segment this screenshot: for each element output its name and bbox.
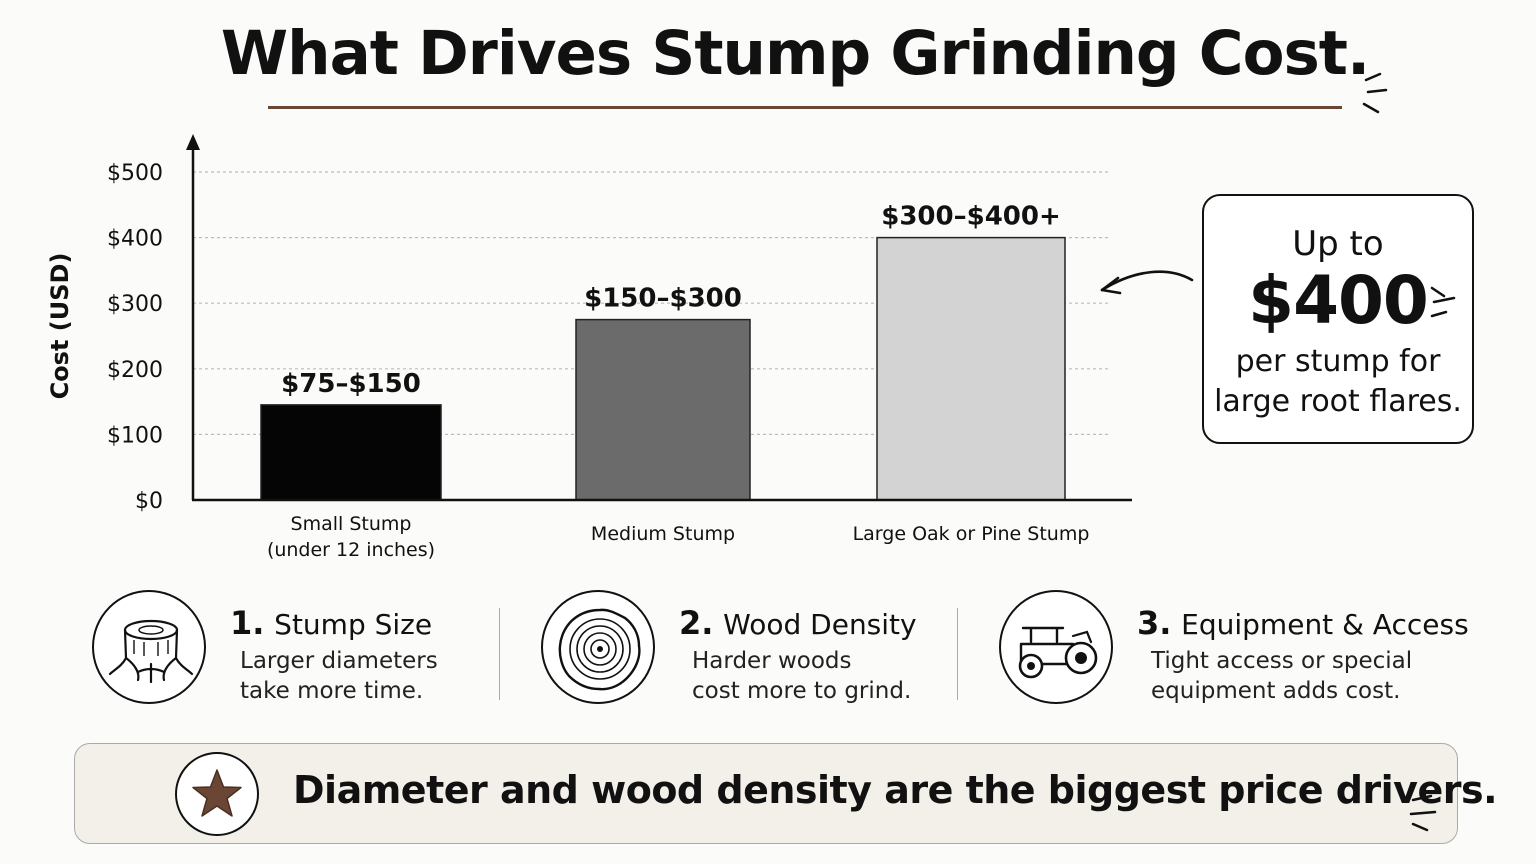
y-tick-label: $500	[107, 161, 163, 186]
y-tick-label: $200	[107, 358, 163, 383]
callout-up-to: Up to	[1292, 224, 1384, 264]
factor-1-number: 1.	[230, 604, 265, 642]
factor-2-title: 2. Wood Density	[679, 604, 917, 642]
key-takeaway-banner: Diameter and wood density are the bigges…	[74, 743, 1498, 844]
x-tick-label: Small Stump	[291, 513, 412, 535]
callout-line-2: per stump for	[1235, 344, 1441, 379]
factor-1-description: Larger diameters take more time.	[240, 646, 438, 706]
factor-1-desc-line-2: take more time.	[240, 678, 424, 704]
bar	[260, 404, 442, 501]
factor-2-number: 2.	[679, 604, 714, 642]
y-tick-label: $300	[107, 292, 163, 317]
y-axis-arrow	[186, 134, 200, 150]
callout-line-3: large root flares.	[1214, 384, 1462, 419]
star-icon	[175, 752, 259, 836]
bar	[575, 318, 751, 501]
factor-3-title: 3. Equipment & Access	[1137, 604, 1469, 642]
factor-1-title: 1. Stump Size	[230, 604, 432, 642]
banner-text: Diameter and wood density are the bigges…	[293, 768, 1498, 812]
title-spark-icon	[1362, 72, 1388, 114]
page-title: What Drives Stump Grinding Cost.	[220, 18, 1370, 89]
grinder-machine-icon	[999, 590, 1113, 704]
x-tick-label: Medium Stump	[591, 523, 735, 545]
x-tick-label: (under 12 inches)	[267, 539, 435, 561]
title-underline	[268, 106, 1342, 109]
factor-3-desc-line-2: equipment adds cost.	[1151, 678, 1401, 704]
factor-3-number: 3.	[1137, 604, 1172, 642]
callout-spark-icon	[1430, 286, 1456, 318]
max-cost-callout: Up to $400 per stump for large root flar…	[1202, 194, 1474, 444]
x-tick-label: Large Oak or Pine Stump	[853, 523, 1090, 545]
y-tick-label: $0	[135, 489, 163, 514]
y-tick-label: $400	[107, 227, 163, 252]
tree-rings-icon	[541, 590, 655, 704]
factor-2-name: Wood Density	[723, 608, 917, 641]
bar-value-label: $75–$150	[281, 369, 421, 399]
bar-chart: $0 $100 $200 $300 $400 $500 $75–$150 Small Stum…	[107, 134, 1132, 561]
stump-icon	[92, 590, 206, 704]
factor-3-description: Tight access or special equipment adds c…	[1151, 646, 1412, 706]
factor-2-desc-line-2: cost more to grind.	[692, 678, 912, 704]
banner-spark-icon	[1409, 794, 1437, 832]
factor-1-name: Stump Size	[274, 608, 433, 641]
factor-2-desc-line-1: Harder woods	[692, 648, 852, 674]
factor-divider	[499, 608, 500, 700]
y-tick-label: $100	[107, 423, 163, 448]
factor-3-desc-line-1: Tight access or special	[1151, 648, 1413, 674]
bar-value-label: $300–$400+	[881, 202, 1061, 232]
bar	[876, 236, 1066, 501]
callout-arrow-icon	[1100, 270, 1194, 295]
factor-2-description: Harder woods cost more to grind.	[692, 646, 911, 706]
factor-3-name: Equipment & Access	[1181, 608, 1469, 641]
callout-amount: $400	[1248, 262, 1429, 339]
factor-1-desc-line-1: Larger diameters	[240, 648, 438, 674]
bar-value-label: $150–$300	[584, 284, 742, 314]
factor-divider	[957, 608, 958, 700]
